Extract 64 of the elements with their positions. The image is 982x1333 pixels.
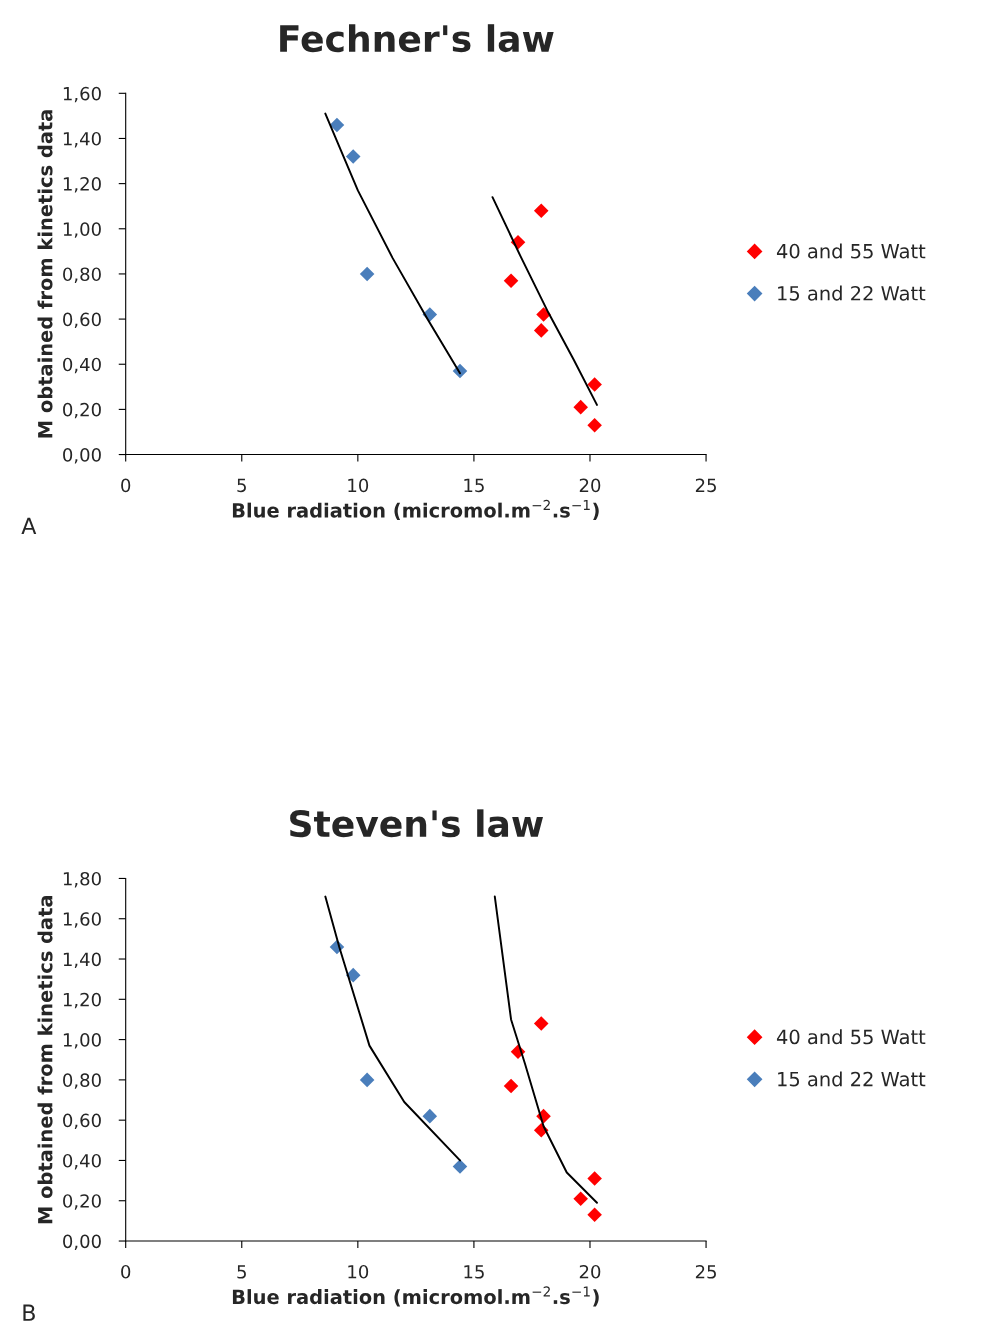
point xyxy=(536,307,551,322)
text: A xyxy=(21,517,37,535)
point xyxy=(587,1207,602,1223)
y-tick-label: 1,00 xyxy=(63,222,101,238)
point xyxy=(533,203,549,218)
y-tick-label: 1,60 xyxy=(63,912,101,928)
x-tick-label: 0 xyxy=(121,1264,131,1279)
y-tick-label: 0,40 xyxy=(63,1153,101,1170)
x-tick-label: 20 xyxy=(579,1264,601,1279)
text: B xyxy=(23,1304,35,1321)
x-tick-label: 20 xyxy=(579,478,601,493)
point xyxy=(587,377,602,392)
x-tick-label: 15 xyxy=(464,1265,484,1279)
legend-label: 15 and 22 Watt xyxy=(778,285,926,301)
x-tick-label: 10 xyxy=(348,478,369,493)
x-tick-label: 15 xyxy=(464,478,484,493)
y-tick-label: 1,40 xyxy=(63,952,101,968)
x-tick-label: 25 xyxy=(695,478,716,493)
point xyxy=(573,399,588,415)
y-tick-label: 0,80 xyxy=(63,1073,101,1089)
y-tick-label: 1,40 xyxy=(63,131,101,148)
point xyxy=(503,273,519,288)
x-tick-label: 5 xyxy=(237,1265,246,1279)
legend-label: 40 and 55 Watt xyxy=(776,243,926,259)
point xyxy=(345,967,361,983)
y-axis-title: M obtained from kinetics data xyxy=(37,895,53,1224)
point xyxy=(359,1072,375,1088)
point xyxy=(587,417,602,433)
point xyxy=(587,1171,602,1186)
x-tick-label: 10 xyxy=(348,1264,369,1279)
line-series xyxy=(493,895,598,1204)
y-tick-label: 0,20 xyxy=(63,1194,101,1210)
chart-title: Steven's law xyxy=(290,809,543,838)
y-tick-label: 1,20 xyxy=(63,992,101,1009)
x-axis-title: Blue radiation (micromol.m$^{−2}$.s$^{−1}$) xyxy=(232,1286,599,1307)
x-tick-label: 5 xyxy=(237,478,246,493)
point xyxy=(345,149,361,164)
point xyxy=(329,117,345,133)
line-series xyxy=(491,196,598,406)
x-tick-label: 25 xyxy=(695,1264,716,1279)
y-tick-label: 0,00 xyxy=(63,448,101,464)
legend-label: 15 and 22 Watt xyxy=(778,1071,926,1087)
point xyxy=(422,1108,438,1124)
point xyxy=(503,1078,519,1094)
y-tick-label: 0,00 xyxy=(63,1234,101,1250)
y-tick-label: 0,40 xyxy=(63,357,101,374)
point xyxy=(452,1159,468,1174)
x-axis-title: Blue radiation (micromol.m$^{−2}$.s$^{−1}$) xyxy=(232,499,599,520)
y-tick-label: 1,60 xyxy=(63,86,101,103)
legend-label: 40 and 55 Watt xyxy=(776,1029,926,1045)
point xyxy=(359,266,375,282)
chart-title: Fechner's law xyxy=(280,24,554,53)
y-tick-label: 1,20 xyxy=(63,177,101,193)
y-tick-label: 0,80 xyxy=(63,267,101,283)
x-tick-label: 0 xyxy=(121,478,131,493)
y-tick-label: 1,00 xyxy=(63,1033,101,1049)
y-axis-title: M obtained from kinetics data xyxy=(37,110,53,438)
y-tick-label: 0,60 xyxy=(63,312,101,329)
y-tick-label: 1,80 xyxy=(63,871,101,888)
point xyxy=(573,1191,588,1207)
y-tick-label: 0,20 xyxy=(63,402,101,419)
point xyxy=(533,1016,549,1031)
point xyxy=(533,323,549,338)
y-tick-label: 0,60 xyxy=(63,1113,101,1130)
